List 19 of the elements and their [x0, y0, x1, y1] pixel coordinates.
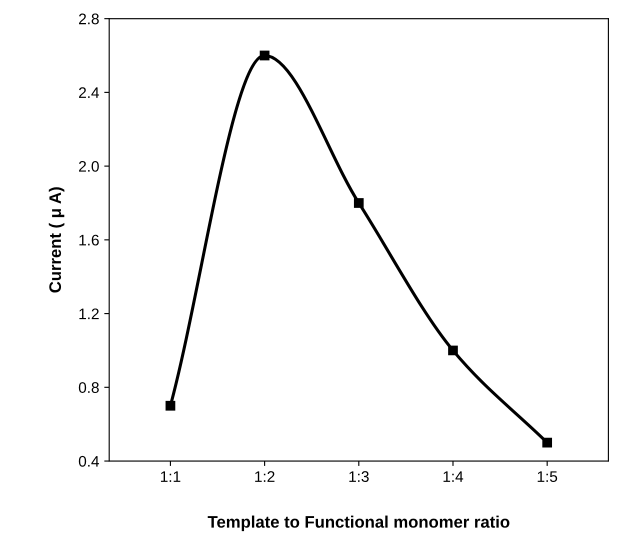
- y-tick-label: 2.0: [79, 160, 99, 172]
- y-tick-label: 0.4: [78, 456, 100, 467]
- x-tick-label: 1:4: [444, 471, 464, 482]
- x-tick-label: 1:2: [255, 471, 274, 482]
- point: [448, 346, 458, 356]
- y-tick-label: 0.8: [78, 382, 99, 393]
- y-tick-label: 2.4: [79, 87, 100, 98]
- y-axis-title: Current ( μ A): [48, 187, 64, 293]
- x-tick-label: 1:1: [160, 471, 180, 482]
- point: [260, 50, 270, 60]
- y-tick-label: 1.2: [79, 308, 99, 320]
- y-tick-label: 1.6: [79, 234, 99, 246]
- x-tick-label: 1:3: [349, 471, 369, 482]
- y-tick-label: 2.8: [79, 14, 99, 24]
- point: [542, 438, 552, 448]
- point: [166, 400, 176, 411]
- point: [354, 198, 364, 208]
- x-axis-title: Template to Functional monomer ratio: [208, 516, 510, 532]
- x-tick-label: 1:5: [538, 471, 558, 482]
